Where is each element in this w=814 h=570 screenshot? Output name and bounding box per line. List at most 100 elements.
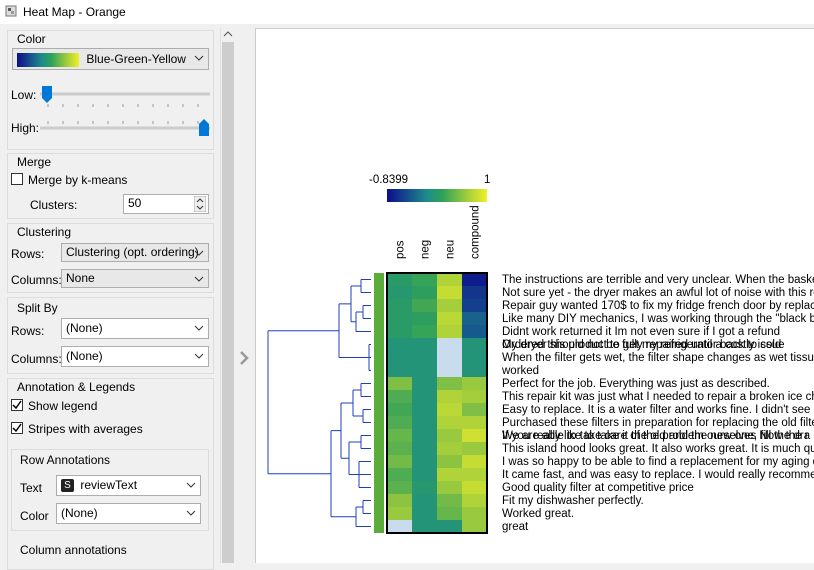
heatmap-cell xyxy=(387,377,412,390)
heatmap-cell xyxy=(437,338,462,351)
palette-combo[interactable]: Blue-Green-Yellow xyxy=(12,48,209,70)
column-annotations-title: Column annotations xyxy=(20,543,127,557)
heatmap-cell xyxy=(412,390,437,403)
heatmap-cell xyxy=(387,338,412,351)
combo-text: (None) xyxy=(66,321,103,335)
heatmap-cell xyxy=(462,377,487,390)
heatmap-view: -0.8399 1 pos neg neu compound The instruction… xyxy=(255,28,814,563)
heatmap-cell xyxy=(412,468,437,481)
heatmap-cell xyxy=(387,351,412,364)
row-label: worked xyxy=(501,365,539,377)
combo-arrow xyxy=(194,276,204,282)
heatmap-cell xyxy=(462,325,487,338)
heatmap-cell xyxy=(387,416,412,429)
rows-combo[interactable]: Clustering (opt. ordering) xyxy=(61,243,209,262)
rows-label: Rows: xyxy=(11,247,45,261)
heatmap-cell xyxy=(412,273,437,286)
scroll-up[interactable] xyxy=(223,30,233,38)
heatmap-cell xyxy=(462,338,487,351)
heatmap-cell xyxy=(412,494,437,507)
heatmap-cell xyxy=(462,507,487,520)
low-handle[interactable] xyxy=(42,86,52,103)
clusters-spin[interactable]: 50 xyxy=(123,194,209,214)
column-label: pos xyxy=(395,240,407,259)
color-combo[interactable]: (None) xyxy=(56,503,201,524)
color-group: Color Blue-Green-Yellow Low: High: xyxy=(7,30,214,150)
legend-checkbox[interactable] xyxy=(11,399,23,411)
heatmap-cell xyxy=(462,442,487,455)
heatmap-cell xyxy=(412,455,437,468)
group-title: Annotation & Legends xyxy=(17,380,136,394)
heatmap-cell xyxy=(387,390,412,403)
group-title: Color xyxy=(17,32,46,46)
heatmap-cell xyxy=(462,299,487,312)
heatmap-cell xyxy=(412,338,437,351)
row-label: Repair guy wanted 170$ to fix my fridge … xyxy=(502,300,814,312)
row-label: Worked great. xyxy=(502,508,574,520)
clustering-group: Clustering Rows: Clustering (opt. orderi… xyxy=(7,223,214,293)
combo-arrow xyxy=(194,250,204,256)
heatmap-cell xyxy=(437,351,462,364)
heatmap-cell xyxy=(462,468,487,481)
split-group: Split By Rows: (None) Columns: (None) xyxy=(7,297,214,374)
heatmap-cell xyxy=(412,286,437,299)
heatmap-cell xyxy=(437,520,462,533)
legend-bar xyxy=(387,189,487,202)
combo-arrow xyxy=(194,325,204,331)
row-label: Perfect for the job. Everything was just… xyxy=(502,378,770,390)
palette-name: Blue-Green-Yellow xyxy=(86,52,186,66)
heatmap-cell xyxy=(462,481,487,494)
average-stripe xyxy=(374,273,384,533)
heatmap-cell xyxy=(387,364,412,377)
columns-label: Columns: xyxy=(11,273,62,287)
heatmap-cell xyxy=(412,481,437,494)
heatmap-cell xyxy=(437,273,462,286)
heatmap-cell xyxy=(462,273,487,286)
text-label: Text xyxy=(20,481,43,495)
heatmap-cell xyxy=(462,364,487,377)
heatmap-cell xyxy=(412,351,437,364)
group-title: Split By xyxy=(17,301,58,315)
scroll-thumb[interactable] xyxy=(222,42,234,563)
heatmap-cell xyxy=(437,429,462,442)
row-label: We are able to take care of the problem … xyxy=(502,430,809,442)
column-label: neg xyxy=(420,240,432,259)
heatmap-cell xyxy=(387,325,412,338)
row-label: My dryer should not be fully repaired un… xyxy=(502,339,785,351)
heatmap-cell xyxy=(412,442,437,455)
heatmap-cell xyxy=(412,520,437,533)
row-label: Fit my dishwasher perfectly. xyxy=(502,495,644,507)
dendrogram xyxy=(267,279,371,527)
heatmap-cell xyxy=(437,416,462,429)
combo-text: reviewText xyxy=(80,478,138,492)
sliders xyxy=(40,86,210,136)
scrollbar[interactable] xyxy=(220,28,235,563)
heatmap-cell xyxy=(387,312,412,325)
splitter-arrow[interactable] xyxy=(238,350,250,366)
combo-arrow xyxy=(186,482,196,488)
split-rows-combo[interactable]: (None) xyxy=(61,318,209,339)
heatmap-cell xyxy=(437,403,462,416)
heatmap-cell xyxy=(412,364,437,377)
high-handle[interactable] xyxy=(199,119,209,136)
stripes-label: Stripes with averages xyxy=(28,422,143,436)
combo-arrow xyxy=(194,55,204,61)
heatmap-cell xyxy=(412,429,437,442)
high-label: High: xyxy=(11,121,40,135)
group-title: Clustering xyxy=(17,225,72,239)
heatmap-cell xyxy=(462,390,487,403)
combo-arrow xyxy=(186,510,196,516)
split-columns-combo[interactable]: (None) xyxy=(61,346,209,367)
heatmap-cell xyxy=(387,429,412,442)
text-combo[interactable]: S reviewText xyxy=(56,475,201,496)
stripes-checkbox[interactable] xyxy=(11,422,23,434)
color-label: Color xyxy=(20,509,49,523)
combo-text: Clustering (opt. ordering) xyxy=(66,245,199,259)
heatmap-cell xyxy=(462,455,487,468)
columns-combo[interactable]: None xyxy=(61,269,209,288)
merge-checkbox[interactable] xyxy=(11,173,23,185)
heatmap-cell xyxy=(412,299,437,312)
row-label: I was so happy to be able to find a repl… xyxy=(502,456,814,468)
merge-group: Merge Merge by k-means Clusters: 50 xyxy=(7,153,214,219)
heatmap-cell xyxy=(437,364,462,377)
